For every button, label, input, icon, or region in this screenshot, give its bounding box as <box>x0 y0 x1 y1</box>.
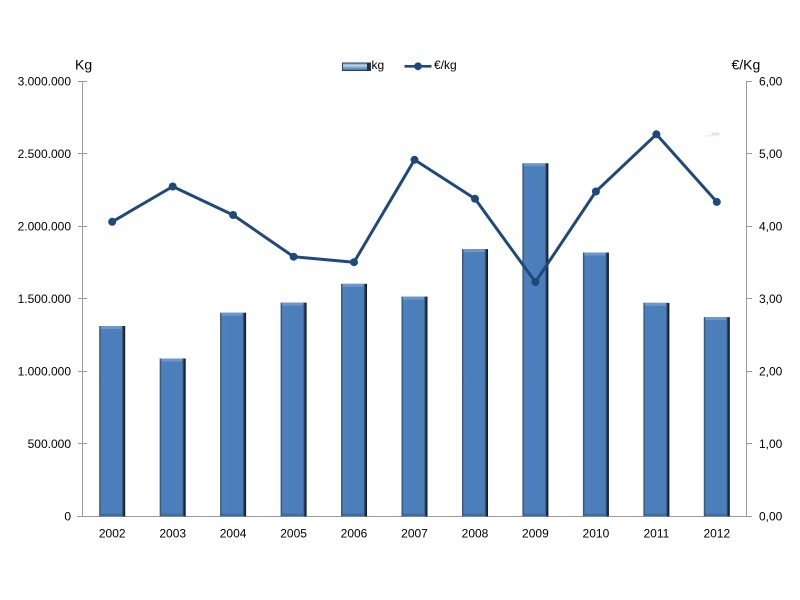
svg-text:2002: 2002 <box>99 527 126 541</box>
svg-text:4,00: 4,00 <box>759 220 783 234</box>
svg-text:3,00: 3,00 <box>759 292 783 306</box>
svg-text:3.000.000: 3.000.000 <box>18 75 72 89</box>
svg-text:2004: 2004 <box>220 527 247 541</box>
svg-text:2009: 2009 <box>522 527 549 541</box>
svg-text:500.000: 500.000 <box>28 437 72 451</box>
svg-text:2010: 2010 <box>583 527 610 541</box>
svg-text:2.000.000: 2.000.000 <box>18 220 72 234</box>
svg-text:€/Kg: €/Kg <box>732 57 761 73</box>
svg-text:2003: 2003 <box>159 527 186 541</box>
svg-text:5,00: 5,00 <box>759 147 783 161</box>
svg-text:kg: kg <box>372 58 385 72</box>
svg-text:1.000.000: 1.000.000 <box>18 365 72 379</box>
svg-text:Kg: Kg <box>75 57 92 73</box>
svg-text:2011: 2011 <box>643 527 669 541</box>
svg-text:2005: 2005 <box>280 527 307 541</box>
svg-text:2006: 2006 <box>341 527 368 541</box>
svg-text:2007: 2007 <box>401 527 428 541</box>
svg-text:2,00: 2,00 <box>759 365 783 379</box>
svg-text:€/kg: €/kg <box>434 58 457 72</box>
svg-text:2008: 2008 <box>462 527 489 541</box>
svg-text:0: 0 <box>64 510 71 524</box>
svg-text:2012: 2012 <box>703 527 730 541</box>
svg-text:2.500.000: 2.500.000 <box>18 147 72 161</box>
svg-text:1.500.000: 1.500.000 <box>18 292 72 306</box>
svg-text:6,00: 6,00 <box>759 75 783 89</box>
svg-text:1,00: 1,00 <box>759 437 783 451</box>
svg-text:0,00: 0,00 <box>759 510 783 524</box>
